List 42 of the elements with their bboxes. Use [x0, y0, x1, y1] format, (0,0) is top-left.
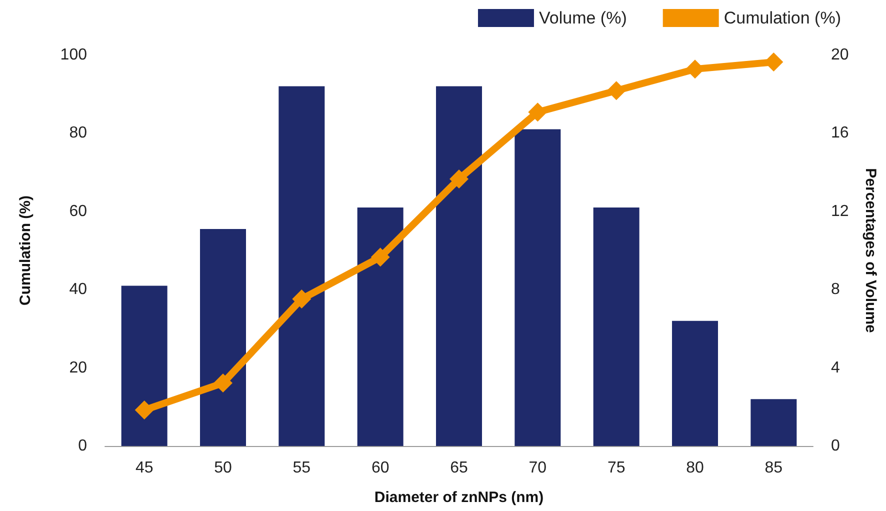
y2-tick-label: 12 — [831, 202, 849, 220]
bar — [672, 320, 718, 446]
x-tick-label: 60 — [371, 460, 390, 476]
x-tick-label: 85 — [764, 460, 783, 476]
y-tick-label: 60 — [69, 202, 88, 220]
point — [134, 400, 154, 420]
y2-tick-label: 4 — [831, 359, 840, 376]
point — [450, 169, 468, 188]
y2-tick-label: 0 — [831, 438, 840, 454]
y-tick-label: 40 — [69, 281, 88, 298]
y-tick-label: 0 — [78, 438, 88, 454]
x-tick-label: 65 — [450, 460, 468, 476]
y-axis-title: Cumulation (%) — [17, 196, 34, 306]
x-tick-label: 70 — [528, 460, 547, 476]
bar — [200, 228, 246, 446]
bar — [278, 86, 325, 446]
point — [370, 248, 390, 267]
x-tick-label: 45 — [135, 460, 154, 476]
x-tick-label: 80 — [686, 460, 704, 476]
y-tick-label: 100 — [60, 46, 88, 64]
point — [606, 81, 626, 100]
bar — [357, 207, 404, 446]
y2-axis-title: Percentages of Volume — [862, 168, 879, 333]
y-tick-label: 20 — [69, 359, 88, 376]
y2-tick-label: 20 — [831, 46, 849, 64]
point — [292, 289, 312, 308]
bar — [750, 399, 797, 446]
x-tick-label: 50 — [214, 460, 232, 476]
bar — [121, 286, 168, 446]
x-tick-label: 55 — [292, 460, 311, 476]
bar — [436, 86, 482, 446]
y2-tick-label: 16 — [831, 124, 849, 142]
x-tick-label: 75 — [607, 460, 626, 476]
y-tick-label: 80 — [69, 124, 88, 142]
legend-label: Volume (%) — [538, 8, 627, 28]
y2-tick-label: 8 — [831, 281, 840, 298]
bar — [514, 129, 561, 446]
point — [214, 374, 232, 393]
point — [528, 102, 548, 122]
legend-label: Cumulation (%) — [724, 8, 842, 28]
bar — [593, 207, 640, 446]
x-axis-title: Diameter of znNPs (nm) — [374, 489, 544, 506]
